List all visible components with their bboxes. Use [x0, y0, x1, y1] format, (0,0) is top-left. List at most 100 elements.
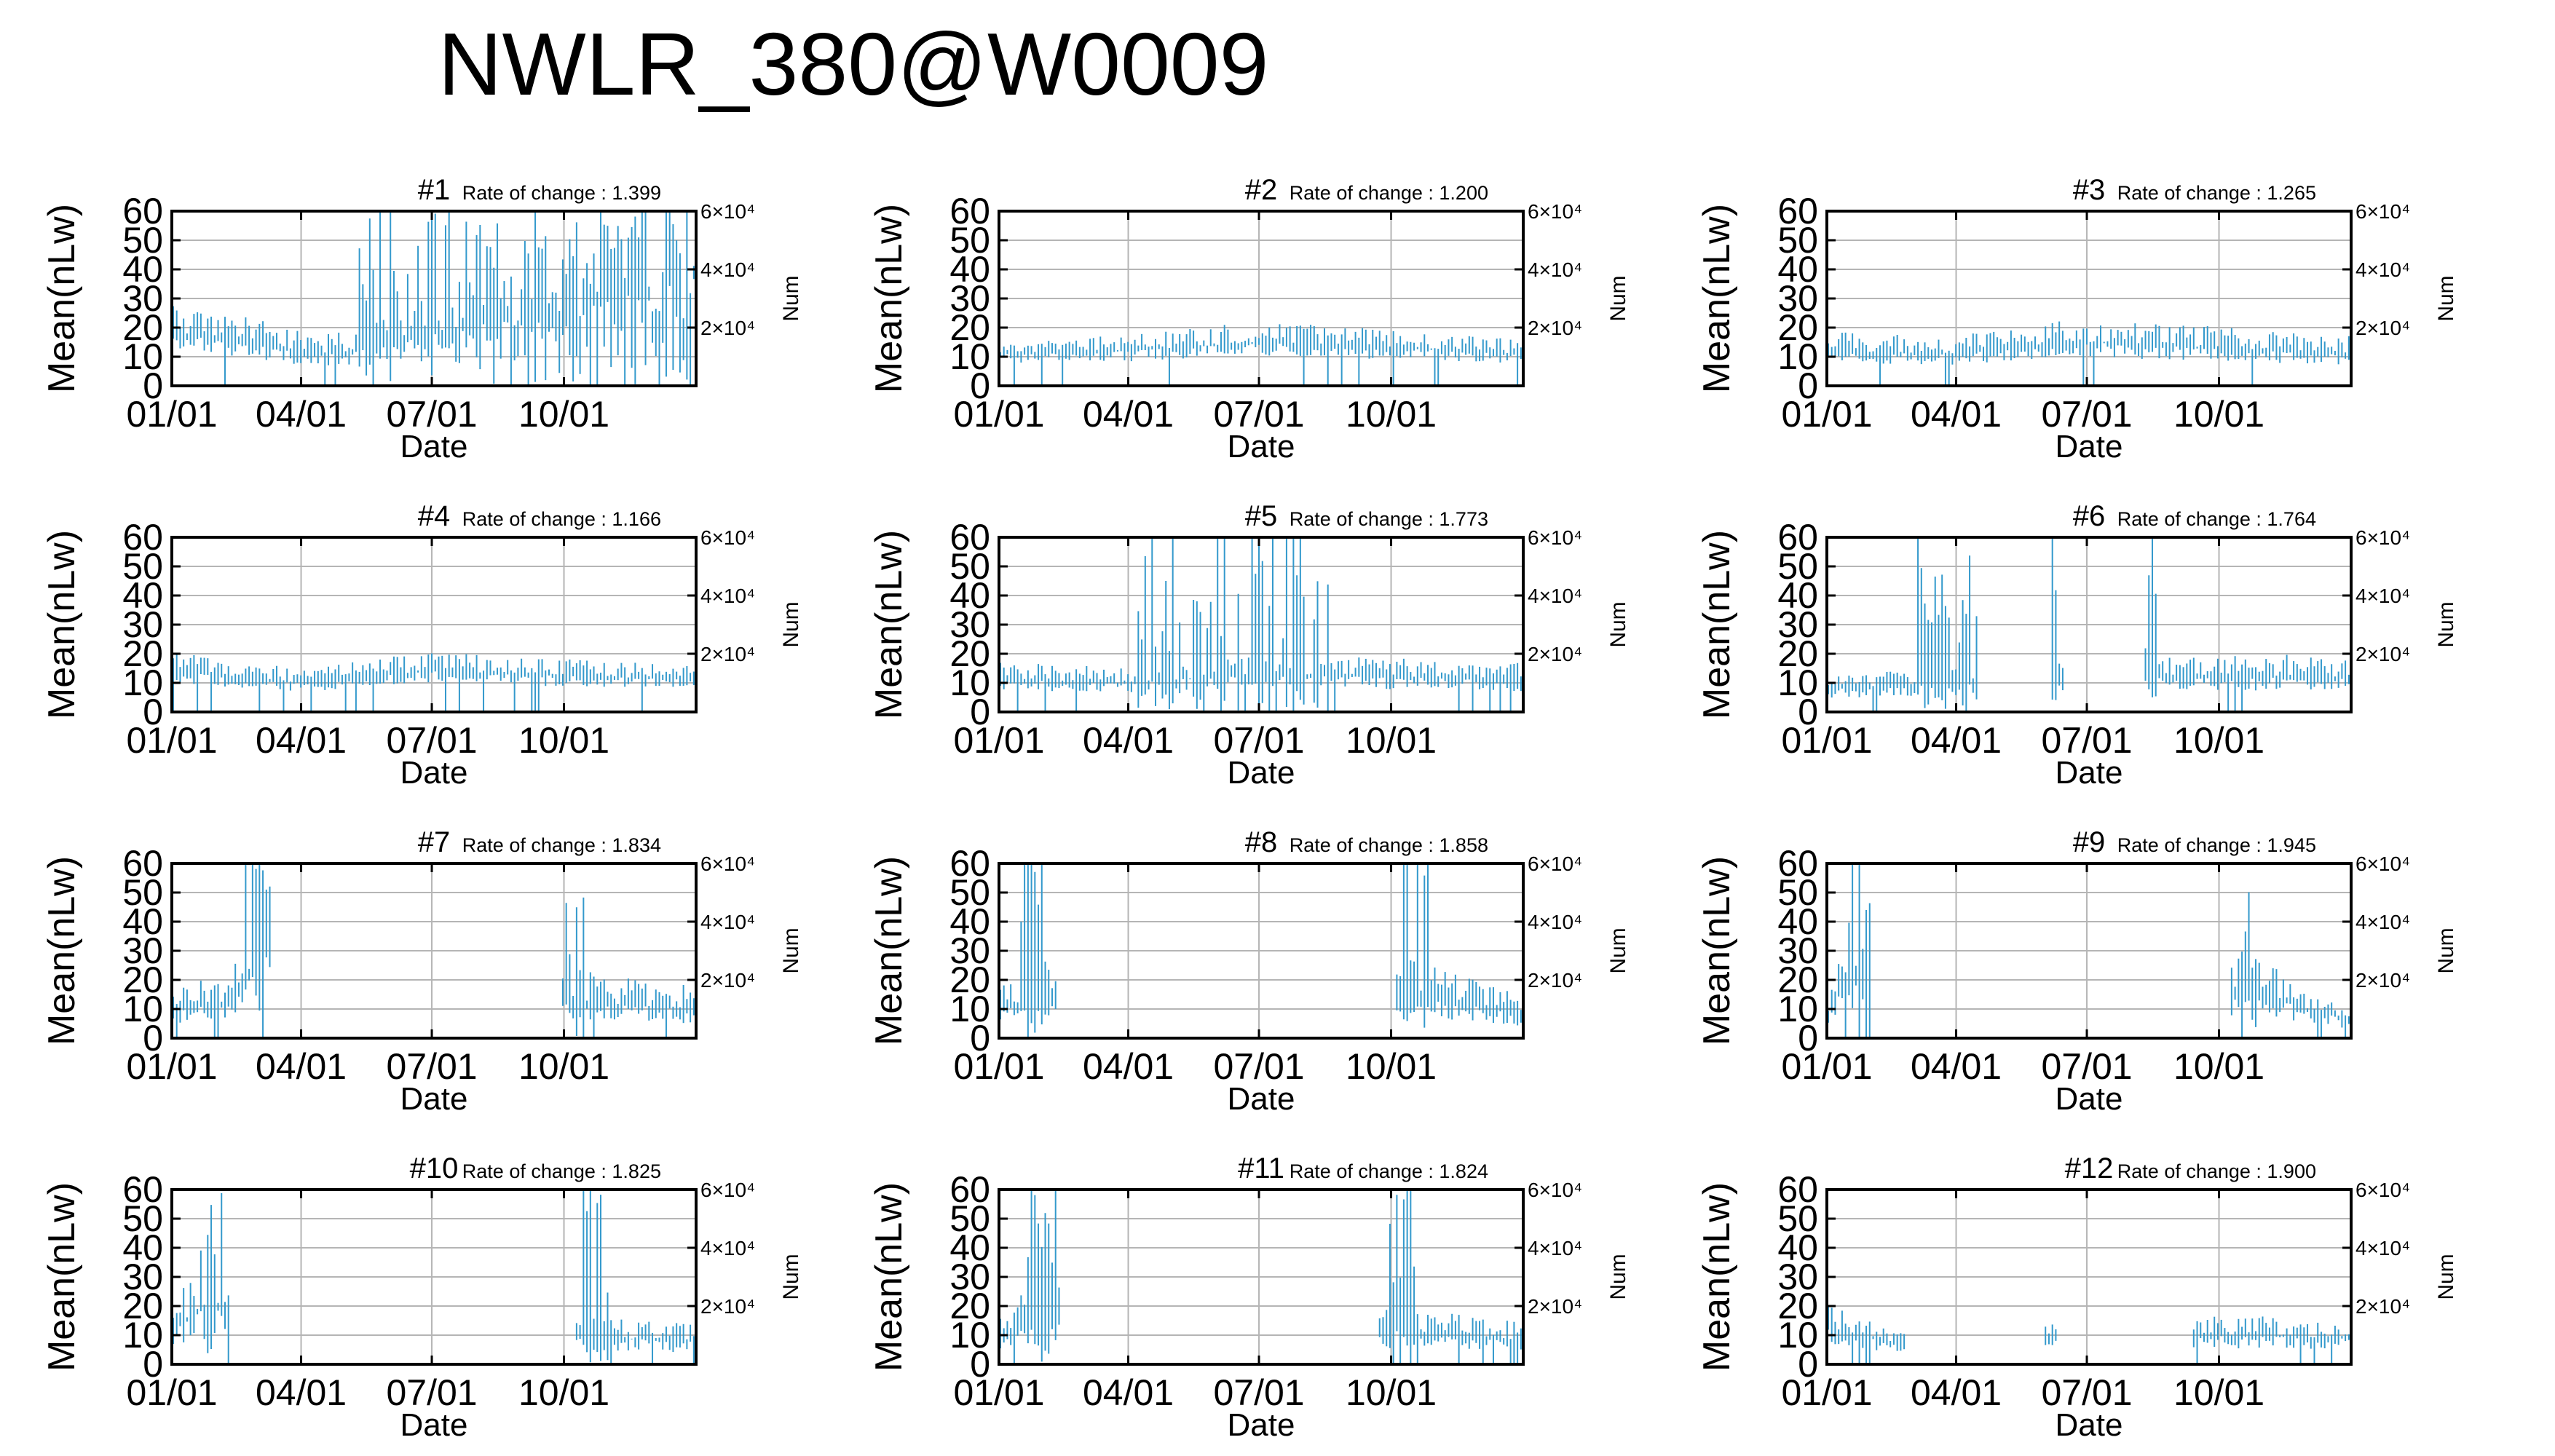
y-tick-label: 50	[1777, 546, 1818, 587]
x-tick-label: 01/01	[953, 1046, 1044, 1087]
y2-tick-label: 2×10⁴	[1528, 1295, 1582, 1318]
x-tick-label: 04/01	[256, 720, 347, 761]
y-tick-label: 20	[1777, 960, 1818, 1000]
y2-tick-label: 6×10⁴	[1528, 852, 1582, 875]
x-tick-label: 01/01	[126, 720, 217, 761]
y2-axis-label: Num	[1606, 601, 1630, 647]
y-tick-label: 30	[949, 278, 990, 319]
rate-of-change: Rate of change : 1.399	[462, 182, 661, 204]
x-axis-label: Date	[400, 1407, 468, 1443]
rate-of-change: Rate of change : 1.834	[462, 834, 661, 856]
y-tick-label: 10	[1777, 662, 1818, 703]
rate-of-change: Rate of change : 1.265	[2117, 182, 2316, 204]
y-tick-label: 30	[122, 278, 163, 319]
y-tick-label: 20	[122, 960, 163, 1000]
y-tick-label: 60	[122, 843, 163, 884]
y2-tick-label: 2×10⁴	[700, 1295, 755, 1318]
x-tick-label: 04/01	[1083, 1372, 1174, 1413]
y-tick-label: 40	[122, 575, 163, 616]
y-tick-label: 50	[949, 546, 990, 587]
y-tick-label: 0	[970, 1344, 990, 1385]
y-tick-label: 50	[1777, 872, 1818, 913]
y-tick-label: 30	[122, 604, 163, 645]
y-tick-label: 0	[970, 692, 990, 732]
y2-tick-label: 2×10⁴	[700, 317, 755, 339]
y-tick-label: 20	[122, 633, 163, 674]
y2-axis-label: Num	[1606, 275, 1630, 321]
y-tick-label: 60	[949, 191, 990, 232]
y2-tick-label: 6×10⁴	[700, 526, 755, 549]
y-tick-label: 30	[122, 930, 163, 971]
y2-tick-label: 4×10⁴	[1528, 911, 1582, 933]
y-tick-label: 40	[122, 249, 163, 290]
x-tick-label: 04/01	[1911, 1372, 2002, 1413]
y-tick-label: 50	[949, 1198, 990, 1239]
y-tick-label: 20	[122, 1286, 163, 1326]
data-series	[172, 863, 695, 1038]
x-tick-label: 04/01	[1911, 720, 2002, 761]
y2-tick-label: 6×10⁴	[700, 1179, 755, 1201]
x-axis-label: Date	[1228, 1081, 1295, 1117]
y-tick-label: 0	[1798, 1344, 1818, 1385]
y-tick-label: 0	[143, 1018, 163, 1059]
y2-tick-label: 4×10⁴	[700, 258, 755, 281]
y-tick-label: 20	[949, 633, 990, 674]
y-tick-label: 20	[949, 1286, 990, 1326]
x-tick-label: 07/01	[386, 720, 477, 761]
x-tick-label: 10/01	[2173, 1046, 2264, 1087]
y2-axis-label: Num	[2434, 601, 2458, 647]
y2-tick-label: 4×10⁴	[2355, 258, 2410, 281]
y-tick-label: 40	[122, 1227, 163, 1268]
y-axis-label: Mean(nLw)	[868, 204, 910, 393]
y-tick-label: 10	[1777, 1315, 1818, 1356]
y-axis-label: Mean(nLw)	[868, 530, 910, 719]
y-tick-label: 30	[949, 930, 990, 971]
x-tick-label: 01/01	[953, 394, 1044, 435]
x-tick-label: 07/01	[386, 1372, 477, 1413]
panel-title: #9	[2073, 826, 2106, 858]
y-axis-label: Mean(nLw)	[1696, 856, 1738, 1045]
y2-tick-label: 6×10⁴	[1528, 200, 1582, 223]
y-tick-label: 30	[949, 604, 990, 645]
y-tick-label: 40	[949, 1227, 990, 1268]
x-tick-label: 04/01	[1911, 394, 2002, 435]
data-series	[172, 211, 695, 386]
x-tick-label: 10/01	[518, 1046, 609, 1087]
x-tick-label: 01/01	[126, 394, 217, 435]
y-tick-label: 10	[122, 336, 163, 377]
panel-title: #8	[1245, 826, 1278, 858]
y2-tick-label: 4×10⁴	[1528, 258, 1582, 281]
y-tick-label: 20	[1777, 633, 1818, 674]
y-tick-label: 30	[949, 1257, 990, 1297]
y-tick-label: 30	[122, 1257, 163, 1297]
x-tick-label: 01/01	[1781, 1372, 1872, 1413]
y-axis-label: Mean(nLw)	[1696, 204, 1738, 393]
y-tick-label: 40	[1777, 249, 1818, 290]
y2-tick-label: 6×10⁴	[2355, 852, 2410, 875]
rate-of-change: Rate of change : 1.200	[1290, 182, 1488, 204]
x-tick-label: 07/01	[2041, 1046, 2132, 1087]
x-axis-label: Date	[1228, 1407, 1295, 1443]
panel-title: #7	[418, 826, 451, 858]
x-tick-label: 10/01	[2173, 1372, 2264, 1413]
panel-title: #6	[2073, 500, 2106, 532]
x-tick-label: 10/01	[2173, 720, 2264, 761]
y2-axis-label: Num	[1606, 927, 1630, 973]
chart-title: NWLR_380@W0009	[438, 15, 1268, 114]
y-tick-label: 50	[122, 1198, 163, 1239]
y-tick-label: 50	[122, 546, 163, 587]
data-series	[172, 1190, 695, 1364]
rate-of-change: Rate of change : 1.900	[2117, 1160, 2316, 1182]
x-tick-label: 07/01	[2041, 720, 2132, 761]
y-tick-label: 0	[970, 365, 990, 406]
y-axis-label: Mean(nLw)	[1696, 1182, 1738, 1372]
